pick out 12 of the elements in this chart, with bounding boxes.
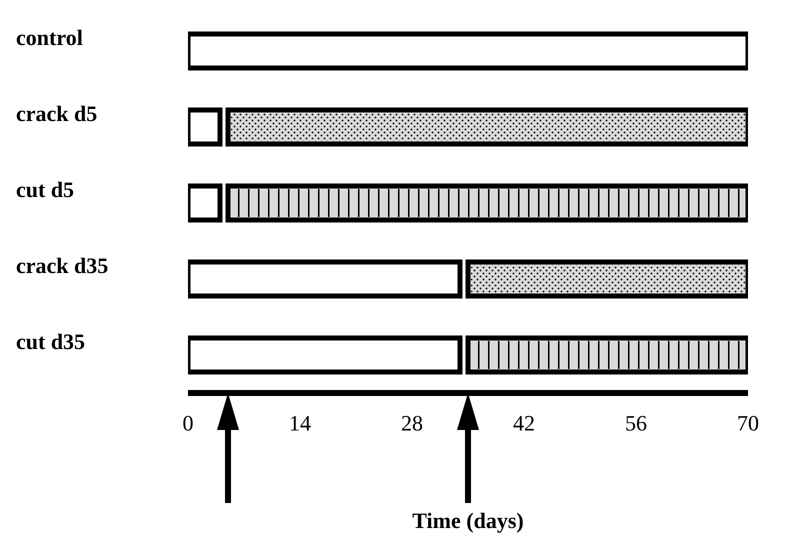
x-tick-label: 14 [289, 410, 311, 436]
y-tick-label: cut d35 [16, 329, 86, 354]
x-tick-label: 28 [401, 410, 423, 436]
x-tick-label: 70 [737, 410, 759, 436]
x-tick-label: 56 [625, 410, 647, 436]
x-tick-label: 0 [182, 410, 194, 436]
y-tick-label: crack d35 [16, 253, 108, 278]
x-tick-label: 42 [513, 410, 535, 436]
x-axis-title: Time (days) [412, 508, 524, 533]
y-tick-label: crack d5 [16, 101, 98, 126]
y-tick-label: cut d5 [16, 177, 74, 202]
y-tick-label: control [16, 25, 83, 50]
